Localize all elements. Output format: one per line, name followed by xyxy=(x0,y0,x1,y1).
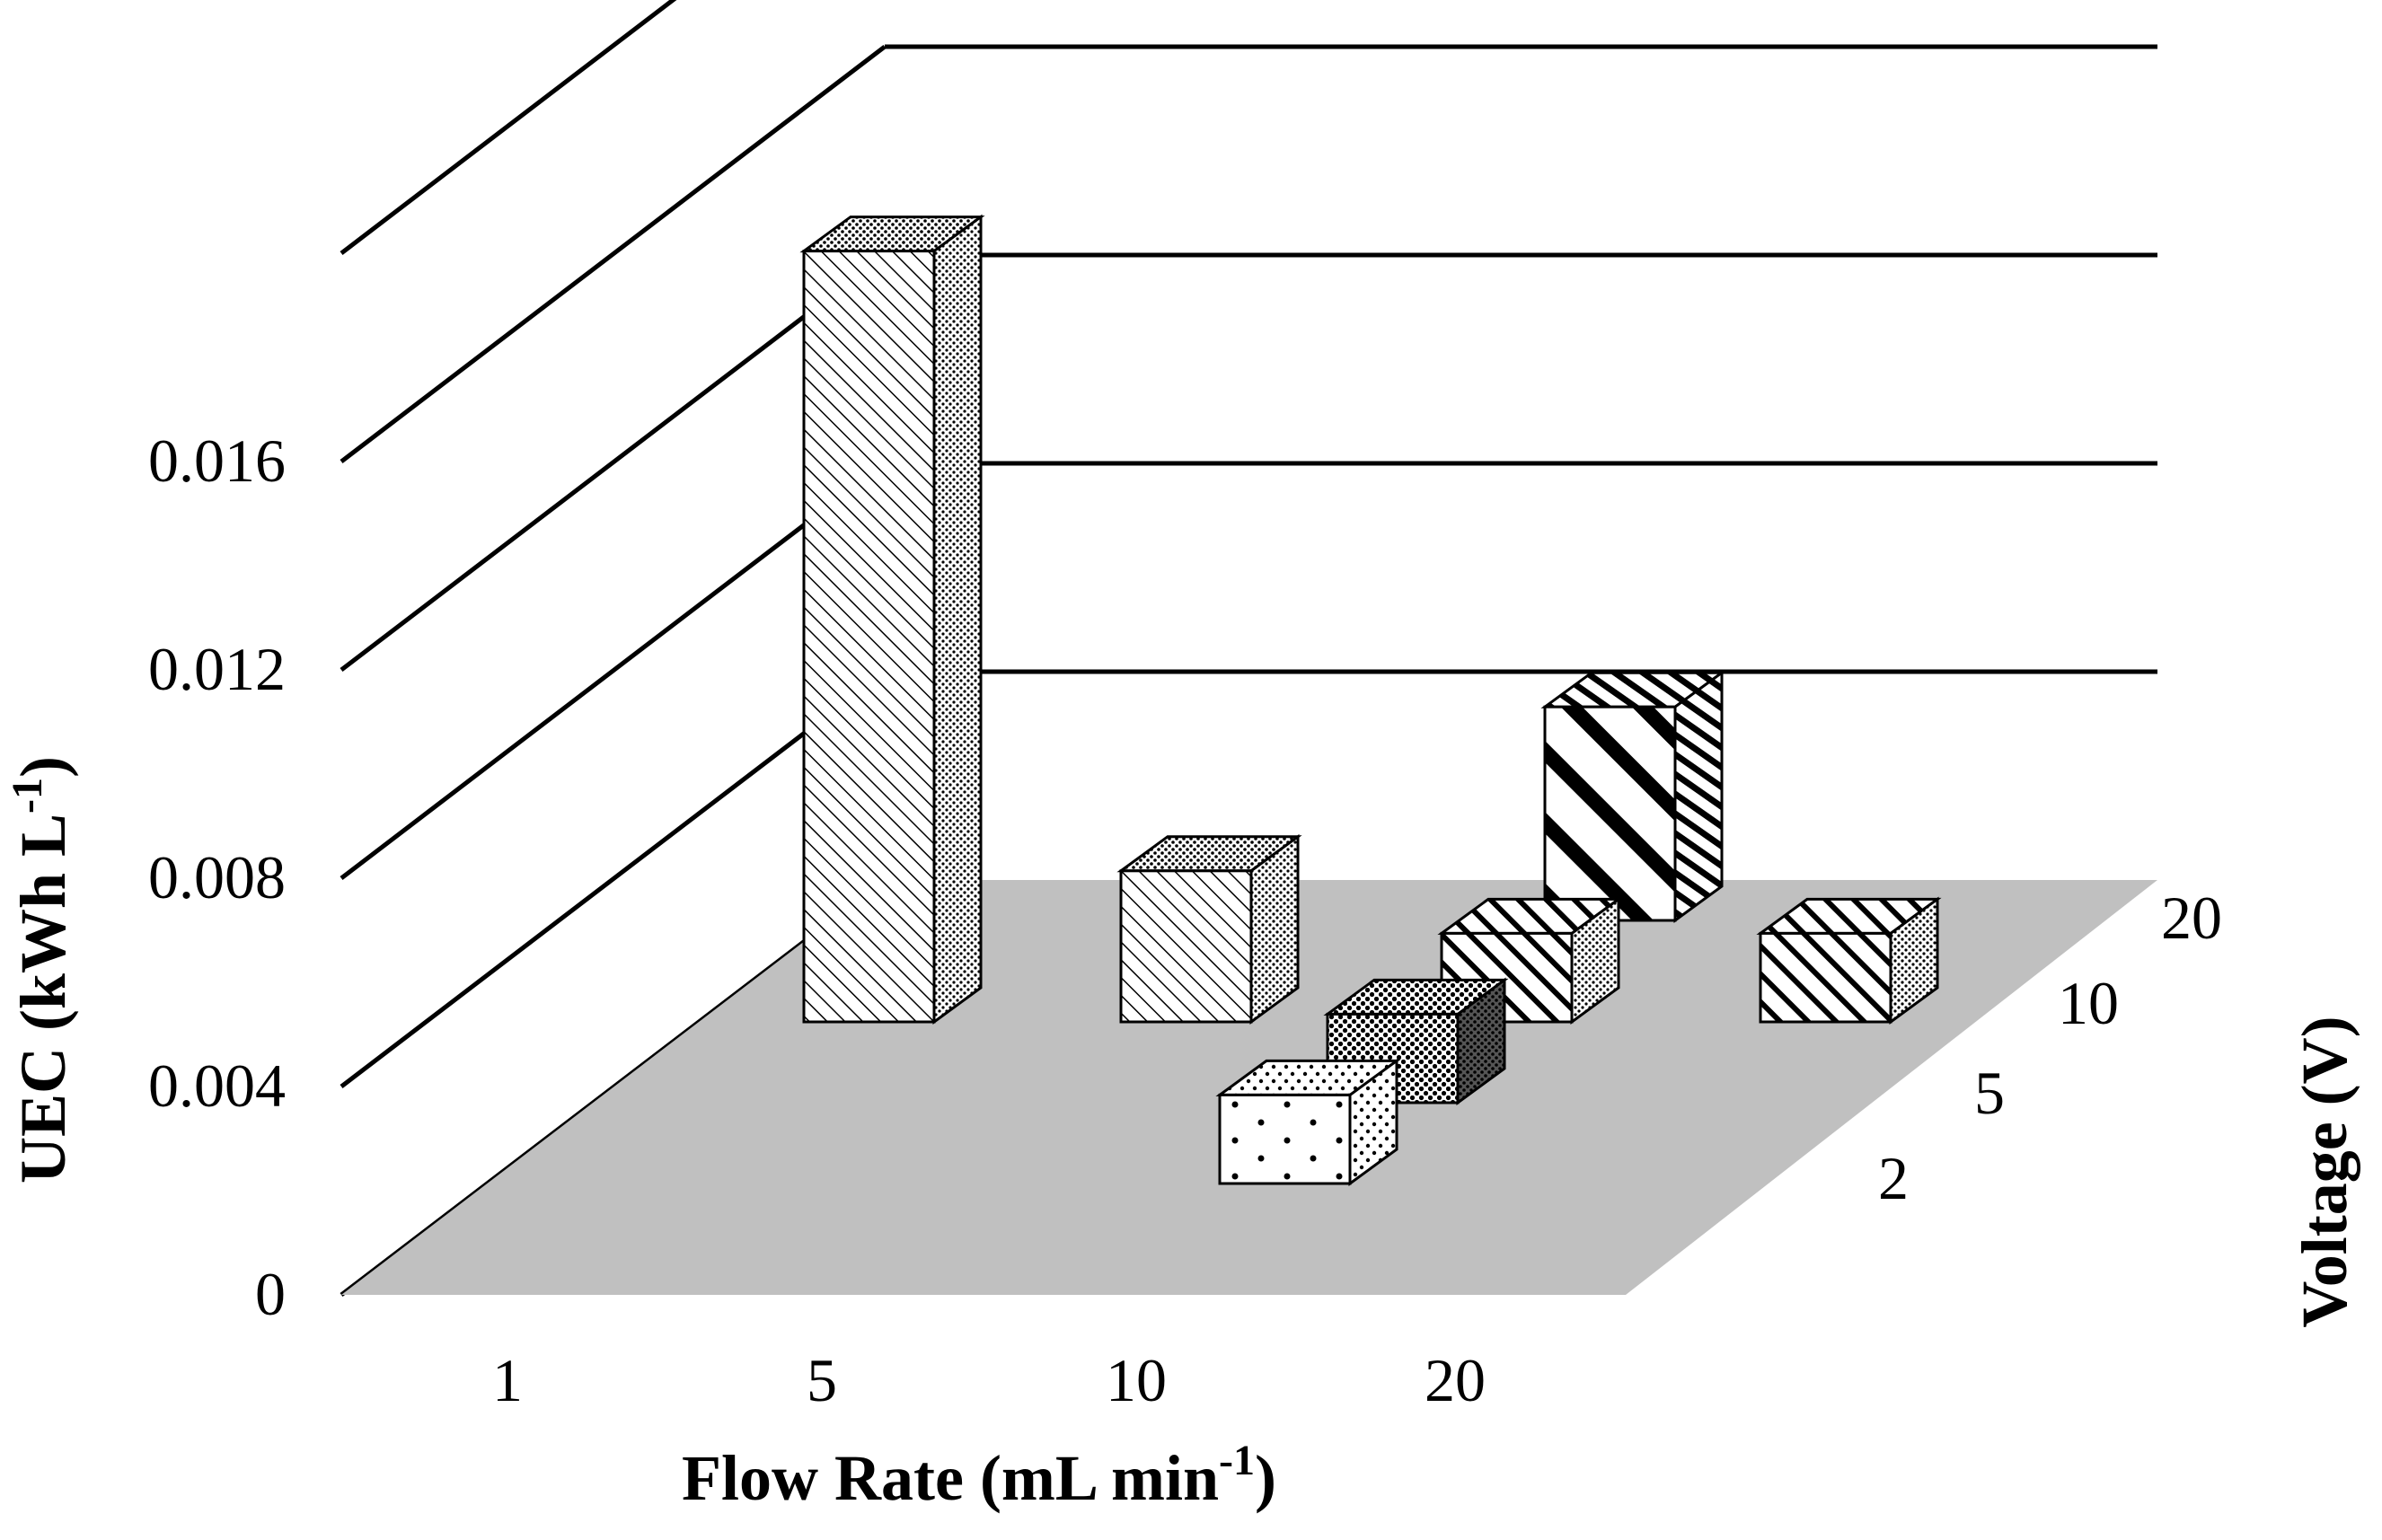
x-axis-title: Flow Rate (mL min-1) xyxy=(682,1437,1276,1514)
bar-side-face xyxy=(932,214,983,1025)
gridline-left-wall xyxy=(340,0,677,255)
y-tick-label: 0 xyxy=(255,1260,286,1328)
y-axis-title-main: UEC (kWh L xyxy=(7,814,79,1184)
z-tick-label: 10 xyxy=(2058,969,2119,1037)
x-tick-label: 10 xyxy=(1106,1346,1167,1414)
x-axis-title-sup: -1 xyxy=(1219,1437,1255,1484)
bar-side-face xyxy=(1249,833,1300,1025)
z-axis-title: Voltage (V) xyxy=(2289,1016,2360,1327)
bar-front-face xyxy=(1218,1093,1352,1185)
gridline-left-wall xyxy=(340,462,887,880)
gridline-left-wall xyxy=(340,45,887,463)
y-tick-label: 0.016 xyxy=(148,427,286,495)
gridline-left-wall xyxy=(340,670,887,1088)
y-axis-title-sup: -1 xyxy=(4,778,51,814)
bar-layer xyxy=(799,214,1942,1186)
x-tick-label: 1 xyxy=(492,1346,523,1414)
y-tick-label: 0.004 xyxy=(148,1052,286,1120)
x-tick-label: 5 xyxy=(807,1346,837,1414)
y-axis-title-end: ) xyxy=(7,756,79,778)
bar-front-face xyxy=(1759,931,1892,1024)
bar xyxy=(1116,833,1302,1025)
bar xyxy=(1215,1058,1401,1186)
gridline-left-wall xyxy=(340,253,887,672)
x-tick-label: 20 xyxy=(1425,1346,1486,1414)
bar-side-face xyxy=(1673,670,1724,923)
bar xyxy=(799,214,985,1025)
bar-front-face xyxy=(1119,869,1253,1024)
chart-walls xyxy=(340,0,2157,1297)
y-axis-title: UEC (kWh L-1) xyxy=(4,756,79,1184)
bar xyxy=(1756,896,1942,1025)
bar-front-face xyxy=(1543,705,1677,922)
x-axis-title-end: ) xyxy=(1255,1442,1276,1514)
z-tick-label: 2 xyxy=(1878,1144,1909,1212)
z-tick-label: 5 xyxy=(1974,1059,2005,1127)
bar-front-face xyxy=(802,250,936,1024)
y-tick-label: 0.008 xyxy=(148,843,286,911)
x-axis-title-main: Flow Rate (mL min xyxy=(682,1442,1219,1514)
bar xyxy=(1540,670,1726,923)
z-tick-label: 20 xyxy=(2161,884,2222,952)
y-tick-label: 0.012 xyxy=(148,635,286,703)
